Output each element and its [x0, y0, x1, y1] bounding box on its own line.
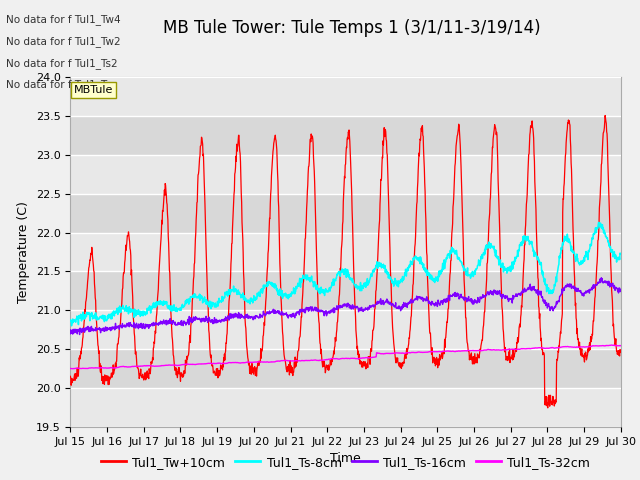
Text: No data for f Tul1_Tw2: No data for f Tul1_Tw2 [6, 36, 121, 47]
Bar [70, 311, 621, 349]
Bar [70, 272, 621, 311]
Legend: Tul1_Tw+10cm, Tul1_Ts-8cm, Tul1_Ts-16cm, Tul1_Ts-32cm: Tul1_Tw+10cm, Tul1_Ts-8cm, Tul1_Ts-16cm,… [96, 451, 595, 474]
Text: No data for f Tul1_Ts: No data for f Tul1_Ts [6, 79, 111, 90]
Text: MBTule: MBTule [74, 85, 113, 95]
Text: No data for f Tul1_Tw4: No data for f Tul1_Tw4 [6, 14, 121, 25]
Bar [70, 388, 621, 427]
Text: MB Tule Tower: Tule Temps 1 (3/1/11-3/19/14): MB Tule Tower: Tule Temps 1 (3/1/11-3/19… [163, 19, 541, 37]
Bar [70, 116, 621, 155]
Bar [70, 232, 621, 272]
Y-axis label: Temperature (C): Temperature (C) [17, 201, 30, 303]
Bar [70, 155, 621, 193]
Bar [70, 77, 621, 116]
Bar [70, 193, 621, 232]
Bar [70, 349, 621, 388]
X-axis label: Time: Time [330, 453, 361, 466]
Text: No data for f Tul1_Ts2: No data for f Tul1_Ts2 [6, 58, 118, 69]
